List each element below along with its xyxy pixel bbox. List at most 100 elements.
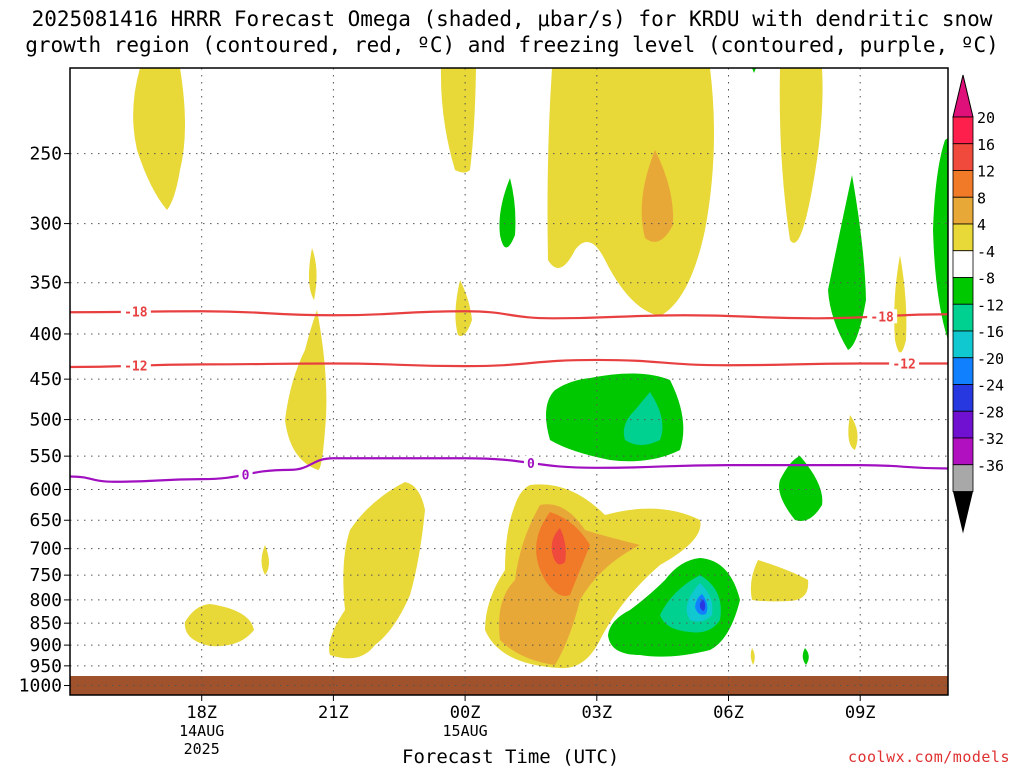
omega-region — [848, 415, 858, 450]
colorbar-swatch — [952, 116, 974, 145]
omega-region — [641, 150, 674, 242]
y-tick-label: 400 — [29, 324, 62, 345]
omega-region — [547, 68, 714, 316]
colorbar-label: 16 — [977, 136, 995, 154]
colorbar-swatch — [952, 277, 974, 305]
colorbar-swatch — [952, 303, 974, 332]
colorbar-label: -8 — [977, 270, 995, 288]
omega-region — [750, 648, 755, 665]
contour-label-bg — [889, 356, 920, 371]
y-tick-label: 1000 — [19, 676, 62, 697]
colorbar-swatch — [952, 143, 974, 171]
contour-label: -12 — [892, 357, 915, 372]
omega-region — [308, 248, 317, 300]
omega-region — [455, 280, 472, 336]
colorbar-label: 8 — [977, 189, 986, 207]
contour-label: 0 — [242, 469, 250, 484]
x-tick-sublabel: 2025 — [184, 740, 220, 758]
x-tick-label: 00Z — [450, 703, 481, 723]
colorbar-top-arrow — [952, 74, 974, 118]
contour-label-bg — [120, 304, 151, 319]
colorbar-swatch — [952, 384, 974, 412]
colorbar-label: -28 — [977, 403, 1004, 421]
omega-region — [933, 138, 948, 340]
contour-label-bg — [120, 358, 151, 373]
colorbar-label: -24 — [977, 377, 1004, 395]
colorbar-swatch — [952, 170, 974, 198]
colorbar-swatch — [952, 464, 974, 492]
y-tick-label: 650 — [29, 510, 62, 531]
omega-region — [750, 560, 809, 602]
omega-region — [779, 456, 823, 521]
contours: -18 -18 -12 -12 0 0 — [69, 304, 949, 484]
y-tick-label: 750 — [29, 565, 62, 586]
credit-text: coolwx.com/models — [847, 748, 1010, 766]
omega-region — [779, 68, 823, 243]
omega-region — [285, 310, 327, 470]
omega-region — [699, 599, 706, 611]
x-axis-label: Forecast Time (UTC) — [402, 746, 620, 768]
ground-fill — [70, 676, 948, 695]
omega-region — [752, 68, 756, 73]
omega-region — [802, 648, 809, 665]
title-line-2: growth region (contoured, red, ºC) and f… — [25, 33, 999, 57]
x-tick-label: 06Z — [713, 703, 744, 723]
y-tick-label: 850 — [29, 613, 62, 634]
contour-line — [69, 457, 949, 483]
omega-region — [329, 482, 425, 659]
omega-region — [828, 175, 866, 350]
colorbar-label: -20 — [977, 350, 1004, 368]
y-tick-label: 250 — [29, 144, 62, 165]
omega-region — [551, 528, 566, 565]
y-tick-label: 500 — [29, 410, 62, 431]
colorbar-bottom-arrow — [953, 491, 973, 534]
contour-label: 0 — [527, 457, 535, 472]
omega-region — [894, 255, 907, 353]
colorbar-label: 20 — [977, 109, 995, 127]
contour-line — [69, 358, 948, 369]
omega-region — [133, 68, 185, 210]
colorbar: 20 16 12 8 4 -4 -8 -12 -16 -20 -24 -28 -32 -36 — [952, 74, 1004, 534]
y-tick-label: 450 — [29, 369, 62, 390]
x-tick-label: 03Z — [581, 703, 612, 723]
colorbar-swatch — [952, 437, 974, 466]
contour-label: -12 — [124, 360, 147, 375]
plot-frame — [69, 67, 949, 696]
colorbar-label: 12 — [977, 163, 995, 181]
colorbar-swatch — [952, 196, 974, 225]
colorbar-swatch — [952, 357, 974, 385]
contour-label-bg — [238, 467, 253, 482]
chart-title: 2025081416 HRRR Forecast Omega (shaded, … — [0, 6, 1024, 58]
title-line-1: 2025081416 HRRR Forecast Omega (shaded, … — [31, 7, 993, 31]
x-tick-sublabel: 15AUG — [443, 722, 488, 740]
y-axis: 2503003504004505005506006507007508008509… — [19, 144, 70, 697]
colorbar-label: -16 — [977, 323, 1004, 341]
colorbar-label: 4 — [977, 216, 986, 234]
x-tick-label: 09Z — [845, 703, 876, 723]
y-tick-label: 900 — [29, 635, 62, 656]
contour-label: -18 — [124, 306, 148, 321]
contour-line — [69, 310, 949, 320]
colorbar-label: -32 — [977, 430, 1004, 448]
colorbar-label: -4 — [977, 243, 995, 261]
y-tick-label: 600 — [29, 480, 62, 501]
omega-region — [440, 68, 476, 173]
x-tick-label: 18Z — [186, 703, 217, 723]
y-tick-label: 950 — [29, 656, 62, 677]
colorbar-label: -12 — [977, 296, 1004, 314]
contour-label: -18 — [870, 310, 894, 325]
colorbar-swatch — [952, 250, 974, 278]
contour-label-bg — [523, 456, 538, 471]
y-tick-label: 550 — [29, 446, 62, 467]
colorbar-label: -36 — [977, 457, 1004, 475]
omega-shading — [133, 68, 948, 669]
contour-label-bg — [867, 309, 898, 324]
omega-region — [623, 392, 663, 445]
y-tick-label: 800 — [29, 590, 62, 611]
omega-region — [261, 545, 269, 575]
colorbar-swatch — [952, 223, 974, 252]
y-tick-label: 300 — [29, 214, 62, 235]
y-tick-label: 700 — [29, 539, 62, 560]
